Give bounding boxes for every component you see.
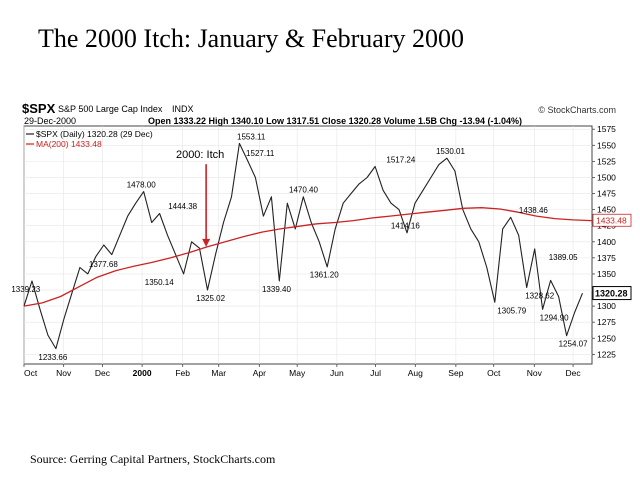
- price-annotation: 1305.79: [497, 306, 526, 315]
- price-annotation: 1339.40: [262, 285, 291, 294]
- chart-index-name: S&P 500 Large Cap Index: [58, 104, 163, 114]
- y-tick-label: 1550: [597, 140, 616, 150]
- source-note: Source: Gerring Capital Partners, StockC…: [30, 452, 276, 466]
- x-tick-label: Dec: [95, 368, 111, 378]
- price-annotation: 1233.66: [38, 353, 67, 362]
- y-axis: 1225125012751300132513501375140014251450…: [592, 124, 632, 359]
- grid: [23, 126, 592, 364]
- price-annotation: 1389.05: [549, 253, 578, 262]
- chart-symbol: $SPX: [22, 101, 56, 116]
- y-tick-label: 1350: [597, 269, 616, 279]
- price-annotation: 1478.00: [127, 181, 156, 190]
- price-annotation: 1444.38: [168, 202, 197, 211]
- plot-frame: [23, 125, 593, 365]
- y-tick-label: 1500: [597, 172, 616, 182]
- price-annotation: 1553.11: [237, 132, 266, 141]
- price-annotation: 1470.40: [289, 185, 318, 194]
- x-tick-label: Oct: [487, 368, 501, 378]
- x-tick-label: Feb: [175, 368, 190, 378]
- price-annotation: 1350.14: [145, 278, 174, 287]
- last-price-box: [592, 286, 632, 301]
- legend-ma: MA(200) 1433.48: [36, 139, 102, 149]
- x-axis: Oct Nov Dec 2000 Feb Mar Apr May Jun Jul Aug Sep Oct…: [23, 364, 582, 378]
- price-annotation: 1361.20: [310, 271, 339, 280]
- price-annotation: 1414.16: [391, 222, 420, 231]
- chart-exchange: INDX: [172, 104, 194, 114]
- itch-callout-arrowhead: [202, 238, 211, 247]
- price-annotation: 1254.07: [559, 340, 588, 349]
- chart-stats: Open 1333.22 High 1340.10 Low 1317.51 Cl…: [148, 116, 522, 126]
- slide-title: The 2000 Itch: January & February 2000: [38, 24, 465, 53]
- y-tick-label: 1300: [597, 301, 616, 311]
- price-annotation: 1517.24: [386, 155, 415, 164]
- y-tick-label: 1400: [597, 237, 616, 247]
- y-tick-label: 1575: [597, 124, 616, 134]
- y-tick-label: 1375: [597, 253, 616, 263]
- legend: $SPX (Daily) 1320.28 (29 Dec) MA(200) 14…: [26, 129, 153, 149]
- price-annotation: 1325.02: [196, 294, 225, 303]
- y-tick-label: 1475: [597, 189, 616, 199]
- y-tick-label: 1525: [597, 156, 616, 166]
- annotation-layer: 1339.23 1233.66 1478.00 1377.68 1444.38 1350.…: [11, 132, 588, 361]
- ma200-series-line: [23, 207, 592, 307]
- itch-callout-label: 2000: Itch: [176, 149, 224, 161]
- price-annotation: 1527.11: [246, 149, 275, 158]
- price-annotation: 1438.46: [519, 206, 548, 215]
- y-tick-label: 1450: [597, 205, 616, 215]
- x-tick-label: Jul: [370, 368, 381, 378]
- x-tick-label: Sep: [448, 368, 463, 378]
- last-price-label: 1320.28: [595, 289, 628, 299]
- x-tick-label: Nov: [56, 368, 72, 378]
- x-tick-label: Dec: [566, 368, 582, 378]
- last-ma-box: [592, 213, 632, 227]
- price-annotation: 1530.01: [436, 147, 465, 156]
- series-layer: [23, 142, 592, 350]
- price-annotation: 1377.68: [89, 260, 118, 269]
- price-annotation: 1339.23: [11, 285, 40, 294]
- x-tick-label: Mar: [211, 368, 226, 378]
- x-tick-label: Aug: [408, 368, 423, 378]
- chart-watermark: © StockCharts.com: [538, 105, 616, 115]
- x-tick-label: 2000: [133, 368, 152, 378]
- x-tick-label: Apr: [253, 368, 266, 378]
- x-tick-label: Nov: [527, 368, 543, 378]
- x-tick-label: May: [289, 368, 306, 378]
- last-ma-label: 1433.48: [596, 216, 627, 226]
- price-annotation: 1294.90: [540, 313, 569, 322]
- price-series-line: [23, 142, 584, 350]
- x-tick-label: Jun: [330, 368, 344, 378]
- chart-date: 29-Dec-2000: [24, 116, 76, 126]
- price-annotation: 1328.62: [525, 292, 554, 301]
- y-tick-label: 1250: [597, 333, 616, 343]
- y-tick-label: 1275: [597, 317, 616, 327]
- legend-price: $SPX (Daily) 1320.28 (29 Dec): [36, 129, 153, 139]
- x-tick-label: Oct: [24, 368, 38, 378]
- y-tick-label: 1225: [597, 349, 616, 359]
